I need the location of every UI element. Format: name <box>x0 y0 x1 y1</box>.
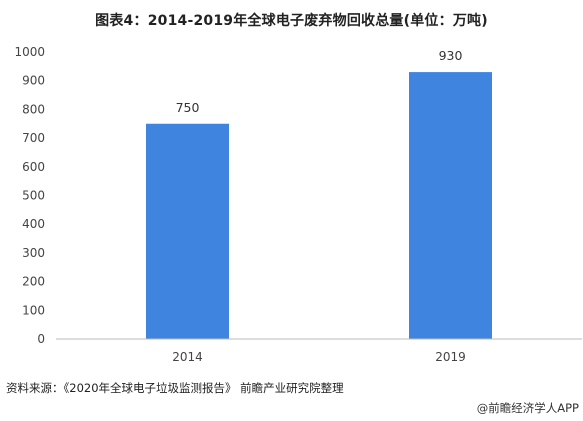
y-tick-label: 400 <box>22 217 45 231</box>
y-tick-label: 800 <box>22 102 45 116</box>
y-tick-label: 600 <box>22 160 45 174</box>
source-note: 资料来源：《2020年全球电子垃圾监测报告》 前瞻产业研究院整理 <box>6 381 344 395</box>
y-tick-label: 200 <box>22 275 45 289</box>
y-tick-label: 900 <box>22 74 45 88</box>
y-tick-label: 500 <box>22 189 45 203</box>
y-tick-label: 1000 <box>14 45 45 59</box>
bars-group <box>146 72 492 339</box>
brand-watermark-text: @前瞻经济学人APP <box>476 401 579 415</box>
chart-title: 图表4：2014-2019年全球电子废弃物回收总量(单位：万吨) <box>95 13 488 29</box>
bar-value-label: 930 <box>439 48 463 63</box>
y-tick-label: 300 <box>22 246 45 260</box>
x-axis-ticks: 2014 2019 <box>172 350 466 364</box>
bar-value-label: 750 <box>176 100 200 115</box>
x-tick-label: 2019 <box>435 350 466 364</box>
y-tick-label: 0 <box>37 332 45 346</box>
x-tick-label: 2014 <box>172 350 203 364</box>
y-tick-label: 700 <box>22 131 45 145</box>
y-tick-label: 100 <box>22 303 45 317</box>
data-labels-group: 750 930 <box>176 48 463 115</box>
bar <box>146 123 229 339</box>
y-axis-ticks: 0 100 200 300 400 500 600 700 800 900 1000 <box>14 45 45 346</box>
bar <box>409 72 492 339</box>
